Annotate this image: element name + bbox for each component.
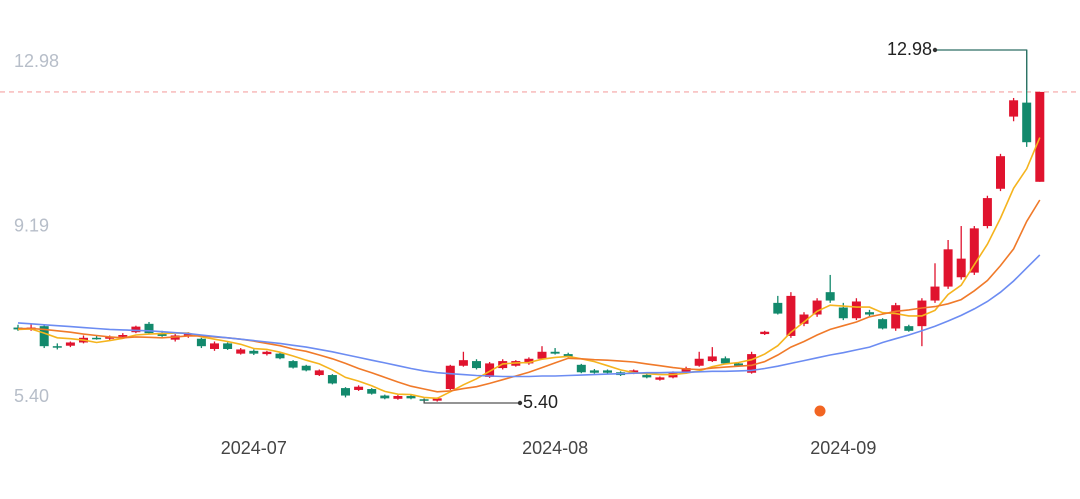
- candle-body: [524, 358, 534, 364]
- candle-body: [445, 365, 455, 390]
- candle-body: [629, 370, 639, 374]
- candle-body: [301, 365, 311, 371]
- candle-body: [773, 302, 783, 314]
- max-pointer-dot: [932, 47, 938, 53]
- min-label: 5.40: [523, 392, 558, 412]
- y-tick-label: 5.40: [14, 386, 49, 406]
- candle-body: [904, 326, 914, 331]
- candle-body: [642, 375, 652, 378]
- candle-body: [105, 336, 115, 339]
- candle-body: [249, 350, 259, 354]
- candle-body: [262, 351, 272, 355]
- candle-body: [314, 370, 324, 376]
- candle-body: [1035, 91, 1045, 182]
- candle-body: [878, 319, 888, 329]
- candle-body: [131, 326, 141, 333]
- candle-body: [65, 342, 75, 346]
- candle-body: [393, 396, 403, 399]
- candle-body: [694, 358, 704, 366]
- candle-body: [865, 312, 874, 315]
- max-label: 12.98: [887, 39, 932, 59]
- candle-body: [589, 370, 599, 373]
- candle-body: [799, 314, 809, 324]
- x-tick-label: 2024-09: [810, 438, 876, 458]
- x-tick-label: 2024-07: [221, 438, 287, 458]
- candle-body: [432, 398, 442, 401]
- candle-body: [734, 363, 743, 366]
- candle-body: [825, 292, 835, 301]
- candle-body: [537, 351, 547, 359]
- y-tick-label: 9.19: [14, 215, 49, 235]
- candle-body: [183, 334, 193, 336]
- candle-body: [157, 333, 167, 336]
- moving-average-line: [18, 199, 1041, 393]
- candle-body: [236, 349, 246, 354]
- candle-body: [223, 343, 233, 349]
- candle-body: [144, 323, 154, 334]
- candle-body: [760, 331, 770, 335]
- candle-body: [930, 286, 940, 301]
- y-tick-label: 12.98: [14, 51, 59, 71]
- moving-average-line: [17, 254, 1041, 378]
- candle-body: [367, 389, 377, 394]
- min-pointer: [423, 399, 520, 404]
- candle-body: [196, 338, 206, 347]
- candle-body: [380, 395, 390, 399]
- candle-body: [603, 370, 612, 373]
- candle-body: [485, 363, 495, 377]
- min-pointer-dot: [517, 400, 523, 406]
- candle-body: [210, 343, 219, 349]
- candle-body: [681, 368, 691, 373]
- candle-body: [288, 361, 298, 368]
- candle-body: [52, 346, 62, 348]
- candle-body: [891, 305, 901, 329]
- candle-body: [92, 337, 102, 340]
- candle-body: [996, 156, 1005, 189]
- event-marker: [814, 405, 826, 417]
- candle-body: [655, 377, 665, 380]
- candle-body: [458, 360, 468, 366]
- candle-body: [118, 335, 128, 337]
- candle-body: [747, 354, 757, 373]
- candle-body: [969, 228, 979, 273]
- candle-body: [341, 388, 350, 396]
- candle-body: [550, 351, 560, 354]
- candle-body: [707, 356, 717, 362]
- candle-body: [982, 198, 992, 227]
- candle-body: [917, 300, 927, 327]
- candle-body: [851, 301, 861, 319]
- candle-body: [956, 258, 966, 278]
- max-pointer: [935, 49, 1028, 90]
- candle-body: [1009, 100, 1019, 117]
- x-tick-label: 2024-08: [522, 438, 588, 458]
- candle-body: [812, 300, 822, 315]
- candle-body: [472, 361, 481, 369]
- candle-body: [327, 375, 337, 384]
- candle-body: [838, 307, 848, 319]
- candle-body: [786, 295, 796, 336]
- candle-body: [1022, 102, 1032, 143]
- candle-body: [354, 386, 364, 390]
- candle-body: [39, 326, 49, 347]
- candle-body: [275, 353, 285, 359]
- candle-body: [406, 396, 416, 399]
- candle-body: [563, 354, 573, 357]
- candle-body: [943, 249, 953, 287]
- candle-body: [720, 358, 730, 364]
- candle-body: [576, 364, 586, 373]
